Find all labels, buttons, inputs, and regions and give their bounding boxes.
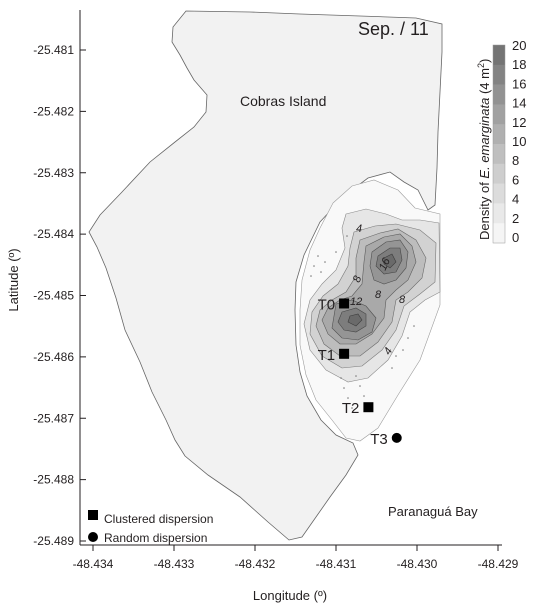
colorbar-tick-label: 20 [512,38,526,53]
plot-frame [79,10,502,546]
x-axis-label: Longitude (º) [253,588,327,603]
legend-square-marker [88,510,98,520]
contour-label: 4 [356,223,362,235]
density-contours: 16 12 8 8 4 4 8 [299,179,441,442]
colorbar-block [493,104,505,125]
colorbar-tick-label: 14 [512,96,526,111]
y-tick-label: -25.482 [33,104,74,118]
transect-label-t2: T2 [342,400,360,417]
colorbar-block [493,144,505,165]
colorbar-label-sup: 2 [476,63,486,68]
colorbar-tick-label: 16 [512,76,526,91]
colorbar-tick-label: 6 [512,172,519,187]
colorbar-frame [492,44,506,244]
contour-label: 8 [375,289,382,301]
colorbar-block [493,64,505,85]
x-tick-label: -48.429 [478,557,519,571]
colorbar-tick-label: 8 [512,153,519,168]
colorbar-block [493,45,505,66]
x-axis-ticks: -48.434 -48.433 -48.432 -48.431 -48.430 -48.4… [73,545,519,571]
colorbar-tick-label: 12 [512,115,526,130]
colorbar-block [493,124,505,145]
colorbar-tick-label: 10 [512,134,526,149]
island-outline [88,10,443,541]
y-tick-label: -25.486 [33,350,74,364]
colorbar-tick-label: 2 [512,211,519,226]
x-tick-label: -48.434 [73,557,114,571]
legend-label: Clustered dispersion [104,512,213,526]
colorbar-label: Density of E. emarginata (4 m2) [476,59,492,240]
contour-band-14 [337,247,403,333]
colorbar-label-close: ) [477,59,492,63]
island-label: Cobras Island [240,93,326,109]
colorbar-block [493,183,505,204]
transect-marker-t1 [339,348,350,359]
y-axis-label: Latitude (º) [6,248,21,311]
y-axis-ticks: -25.481 -25.482 -25.483 -25.484 -25.485 -25.4… [33,43,86,548]
transect-label-t3: T3 [370,431,388,448]
legend-label: Random dispersion [104,531,207,545]
x-tick-label: -48.430 [397,557,438,571]
y-tick-label: -25.488 [33,473,74,487]
colorbar-tick-label: 0 [512,230,519,245]
transect-marker-t0 [339,298,350,309]
colorbar-tick-label: 18 [512,57,526,72]
colorbar-blocks [492,44,506,244]
colorbar-block [493,84,505,105]
y-tick-label: -25.489 [33,534,74,548]
colorbar-label-species: E. emarginata [477,98,492,179]
sample-point-dots [310,235,415,409]
colorbar-label-unit: (4 m [477,68,492,98]
contour-label: 8 [351,273,365,284]
transect-marker-t2 [363,402,374,413]
colorbar-block [493,163,505,184]
contour-labels: 16 12 8 8 4 4 8 [350,223,406,357]
colorbar-block [493,203,505,224]
x-tick-label: -48.432 [235,557,276,571]
colorbar-block [493,223,505,244]
colorbar-label-prefix: Density of [477,179,492,240]
transect-label-t0: T0 [318,296,336,313]
bay-label: Paranaguá Bay [388,504,478,519]
transect-label-t1: T1 [318,347,336,364]
transect-marker-t3 [391,432,402,443]
y-tick-label: -25.487 [33,411,74,425]
y-tick-label: -25.481 [33,43,74,57]
y-tick-label: -25.483 [33,166,74,180]
contour-label: 12 [350,296,362,308]
legend-circle-marker [88,532,98,542]
map-title: Sep. / 11 [358,19,429,39]
transect-markers: T0 T1 T2 T3 [318,296,402,448]
contour-label: 4 [382,346,395,357]
y-tick-label: -25.485 [33,289,74,303]
x-tick-label: -48.431 [316,557,357,571]
dispersion-legend: Clustered dispersion Random dispersion [88,510,213,545]
contour-label: 8 [399,294,406,306]
contour-label: 16 [377,255,393,272]
contour-band-18 [347,253,397,327]
x-tick-label: -48.433 [154,557,195,571]
y-tick-label: -25.484 [33,227,74,241]
colorbar-tick-label: 4 [512,192,519,207]
